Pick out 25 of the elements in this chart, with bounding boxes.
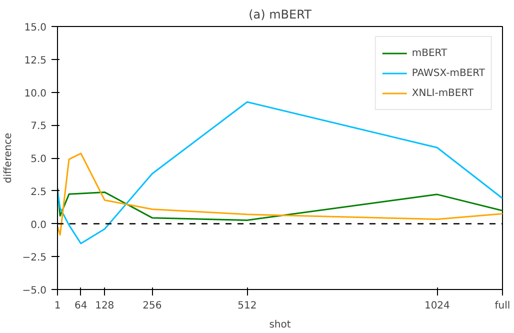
y-axis-title: difference xyxy=(3,132,14,184)
x-tick-label: full xyxy=(494,300,510,312)
line-series xyxy=(58,101,502,244)
x-tick-label: 1 xyxy=(54,300,61,312)
y-tick-label: 0.0 xyxy=(30,220,47,231)
y-tick-label: 10.0 xyxy=(24,88,46,100)
y-tick-label: 5.0 xyxy=(30,154,47,165)
chart-title: (a) mBERT xyxy=(248,8,312,22)
legend-label: XNLI-mBERT xyxy=(412,87,474,99)
x-tick-label: 256 xyxy=(142,300,162,312)
x-tick-label: 128 xyxy=(95,300,114,312)
y-tick-label: 2.5 xyxy=(30,186,47,198)
y-tick-label: 7.5 xyxy=(30,121,47,132)
x-tick-label: 512 xyxy=(238,300,257,312)
line-series xyxy=(58,152,502,236)
y-tick-label: 12.5 xyxy=(24,55,46,66)
x-axis-title: shot xyxy=(269,320,291,330)
legend-label: PAWSX-mBERT xyxy=(412,67,485,79)
x-tick-label: 64 xyxy=(74,300,88,312)
y-tick-label: 15.0 xyxy=(24,22,46,34)
y-tick-label: −5.0 xyxy=(22,286,47,296)
y-tick-label: −2.5 xyxy=(22,252,47,264)
line-series xyxy=(58,187,502,221)
legend-label: mBERT xyxy=(412,47,448,59)
x-tick-label: 1024 xyxy=(424,300,450,312)
